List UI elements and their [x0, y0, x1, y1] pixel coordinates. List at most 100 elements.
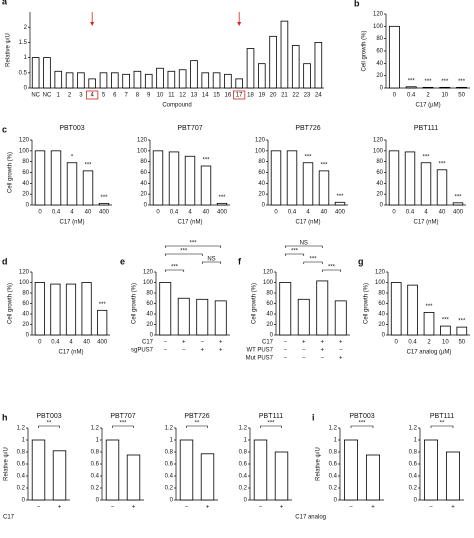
- y-tick-label: 0.8: [165, 450, 174, 456]
- bar: [407, 284, 418, 336]
- y-tick-label: 0.6: [17, 462, 26, 468]
- condition-mark: −: [339, 348, 343, 354]
- x-tick-label: 2: [426, 93, 430, 99]
- bar: [34, 150, 46, 206]
- x-tick-label: 14: [202, 93, 209, 99]
- comparison-label: ***: [171, 265, 179, 271]
- bar: [297, 298, 310, 336]
- x-tick-label: 19: [258, 93, 265, 99]
- x-tick-label: 0.4: [51, 340, 60, 346]
- y-tick-label: 100: [255, 148, 266, 154]
- x-tick-label: 0.4: [52, 210, 61, 216]
- highlight-box: [233, 90, 246, 100]
- panel-letter: a: [2, 0, 8, 6]
- comparison-label: NS: [207, 257, 215, 263]
- y-tick-label: 40: [258, 181, 265, 187]
- y-tick-label: 1.2: [165, 426, 174, 432]
- significance-label: ***: [442, 318, 450, 324]
- comparison-label: ***: [328, 265, 336, 271]
- y-tick-label: 0: [380, 203, 384, 209]
- comparison-label: ***: [309, 257, 317, 263]
- condition-mark: −: [200, 340, 204, 346]
- significance-label: ***: [320, 162, 328, 168]
- bar: [177, 297, 190, 336]
- bar: [196, 298, 209, 336]
- y-tick-label: 0.2: [329, 486, 338, 492]
- y-tick-label: 0.2: [91, 486, 100, 492]
- y-tick-label: 0: [24, 86, 28, 92]
- panel-title: PBT707: [177, 125, 202, 132]
- y-tick-label: 0.8: [239, 450, 248, 456]
- y-tick-label: 0: [382, 333, 386, 339]
- condition-mark: −: [182, 348, 186, 354]
- significance-label: ***: [100, 195, 108, 201]
- bar: [388, 150, 400, 206]
- x-tick-label: 21: [281, 93, 288, 99]
- x-tick-label: 6: [113, 93, 117, 99]
- y-tick-label: 0.8: [409, 450, 418, 456]
- y-tick-label: 0.5: [19, 70, 28, 76]
- bar: [316, 280, 329, 336]
- bar: [279, 282, 292, 336]
- condition-mark: +: [182, 340, 186, 346]
- comparison-bracket: [321, 269, 342, 272]
- x-tick-label: 0.4: [288, 210, 297, 216]
- bar: [440, 325, 451, 336]
- bar: [423, 439, 438, 501]
- y-tick-label: 120: [373, 138, 384, 144]
- bar: [274, 451, 289, 501]
- x-tick-label: 400: [217, 210, 228, 216]
- x-tick-label: 400: [97, 340, 108, 346]
- x-tick-label: 9: [147, 93, 151, 99]
- y-tick-label: 60: [146, 301, 153, 307]
- significance-label: ***: [202, 158, 210, 164]
- bar: [77, 72, 85, 89]
- condition-mark: −: [163, 340, 167, 346]
- y-axis-label: Cell growth (%): [252, 283, 258, 324]
- condition-mark: −: [283, 348, 287, 354]
- x-tick-label: 17: [236, 93, 243, 99]
- y-tick-label: 80: [146, 291, 153, 297]
- significance-label: ***: [438, 161, 446, 167]
- y-tick-label: 60: [258, 170, 265, 176]
- bar: [452, 202, 464, 206]
- bar: [235, 78, 243, 89]
- panel-title: PBT111: [259, 413, 283, 420]
- bar: [159, 282, 172, 336]
- bar: [253, 439, 268, 501]
- y-tick-label: 40: [22, 312, 29, 318]
- comparison-bracket: [201, 261, 222, 264]
- y-tick-label: 0.4: [239, 474, 248, 480]
- y-tick-label: 1.2: [91, 426, 100, 432]
- y-tick-label: 20: [376, 73, 383, 79]
- panel-letter: b: [354, 0, 360, 8]
- comparison-label: ***: [291, 249, 299, 255]
- x-tick-label: −: [111, 505, 115, 511]
- condition-mark: +: [320, 348, 324, 354]
- y-axis-label: Cell growth (%): [132, 283, 138, 324]
- x-tick-label: 400: [335, 210, 346, 216]
- bar: [179, 439, 194, 501]
- condition-label: C17: [262, 340, 274, 346]
- bar: [214, 300, 227, 336]
- bar: [43, 57, 51, 89]
- y-tick-label: 120: [375, 270, 386, 276]
- x-tick-label: 0: [395, 340, 399, 346]
- x-tick-label: −: [37, 505, 41, 511]
- condition-label: sgPUS7: [131, 348, 154, 354]
- bar: [200, 165, 212, 206]
- y-tick-label: 40: [376, 61, 383, 67]
- bar: [97, 309, 108, 336]
- y-tick-label: 60: [378, 301, 385, 307]
- bar: [168, 151, 180, 206]
- bar: [184, 155, 196, 206]
- x-tick-label: 0.4: [407, 93, 416, 99]
- x-axis-label: C17 analog: [295, 515, 326, 521]
- y-tick-label: 120: [255, 138, 266, 144]
- significance-label: ***: [336, 194, 344, 200]
- y-tick-label: 60: [22, 301, 29, 307]
- y-tick-label: 20: [258, 192, 265, 198]
- x-tick-label: 0.4: [408, 340, 417, 346]
- y-tick-label: 1: [96, 438, 100, 444]
